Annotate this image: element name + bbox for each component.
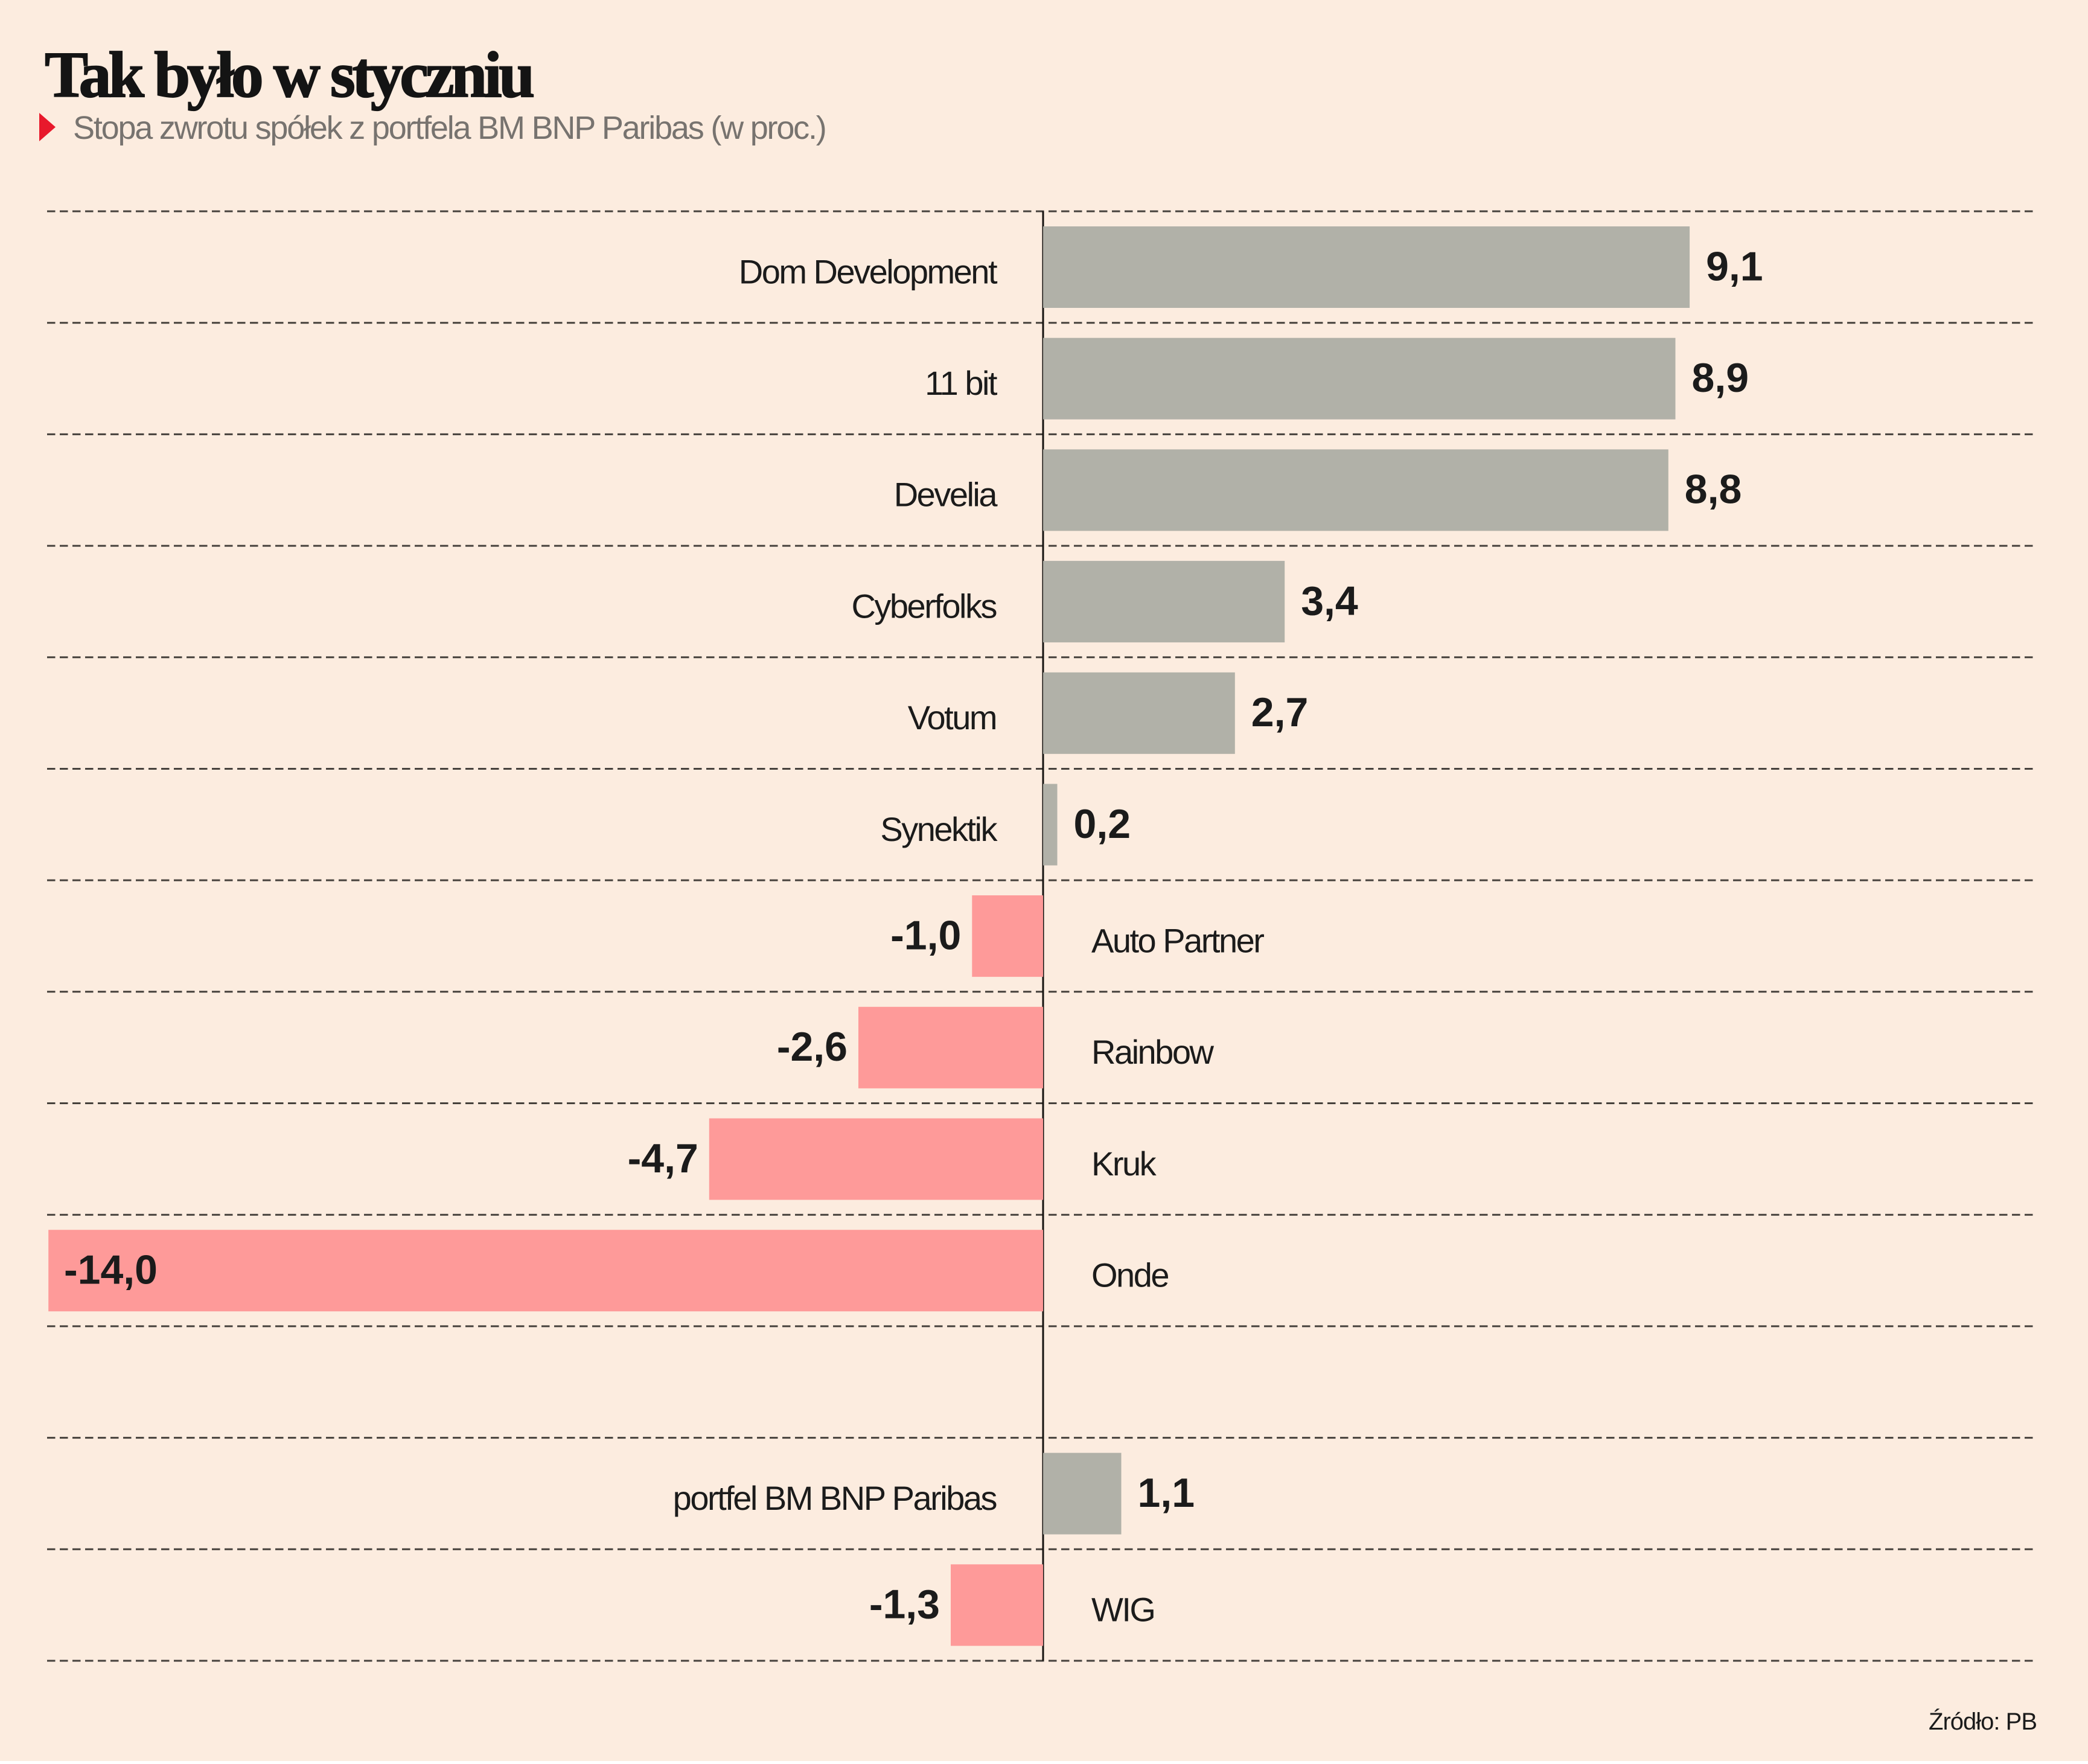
svg-text:Cyberfolks: Cyberfolks: [851, 587, 996, 625]
svg-text:Develia: Develia: [894, 476, 998, 514]
svg-text:Stopa zwrotu spółek z portfela: Stopa zwrotu spółek z portfela BM BNP Pa…: [73, 110, 826, 146]
svg-text:-1,0: -1,0: [890, 913, 961, 959]
svg-text:Tak było w styczniu: Tak było w styczniu: [45, 39, 534, 111]
svg-text:portfel BM BNP Paribas: portfel BM BNP Paribas: [673, 1479, 997, 1517]
svg-text:9,1: 9,1: [1706, 243, 1763, 289]
svg-text:Źródło: PB: Źródło: PB: [1929, 1708, 2037, 1735]
svg-text:-4,7: -4,7: [628, 1136, 698, 1181]
svg-text:Auto Partner: Auto Partner: [1091, 922, 1264, 960]
svg-text:WIG: WIG: [1091, 1591, 1154, 1629]
svg-text:11 bit: 11 bit: [925, 364, 998, 402]
svg-text:Dom Development: Dom Development: [739, 252, 998, 290]
svg-text:Synektik: Synektik: [880, 810, 998, 848]
svg-text:3,4: 3,4: [1301, 578, 1358, 624]
svg-text:Rainbow: Rainbow: [1091, 1033, 1214, 1071]
svg-text:Onde: Onde: [1091, 1256, 1168, 1294]
svg-text:-14,0: -14,0: [64, 1247, 158, 1293]
svg-text:-2,6: -2,6: [777, 1024, 848, 1070]
svg-text:1,1: 1,1: [1138, 1470, 1195, 1516]
svg-text:8,8: 8,8: [1685, 467, 1742, 513]
svg-text:Kruk: Kruk: [1091, 1145, 1157, 1183]
svg-text:2,7: 2,7: [1251, 689, 1309, 735]
svg-text:8,9: 8,9: [1692, 355, 1749, 401]
svg-text:Votum: Votum: [908, 698, 996, 737]
svg-text:0,2: 0,2: [1074, 801, 1131, 847]
svg-text:-1,3: -1,3: [869, 1582, 940, 1628]
